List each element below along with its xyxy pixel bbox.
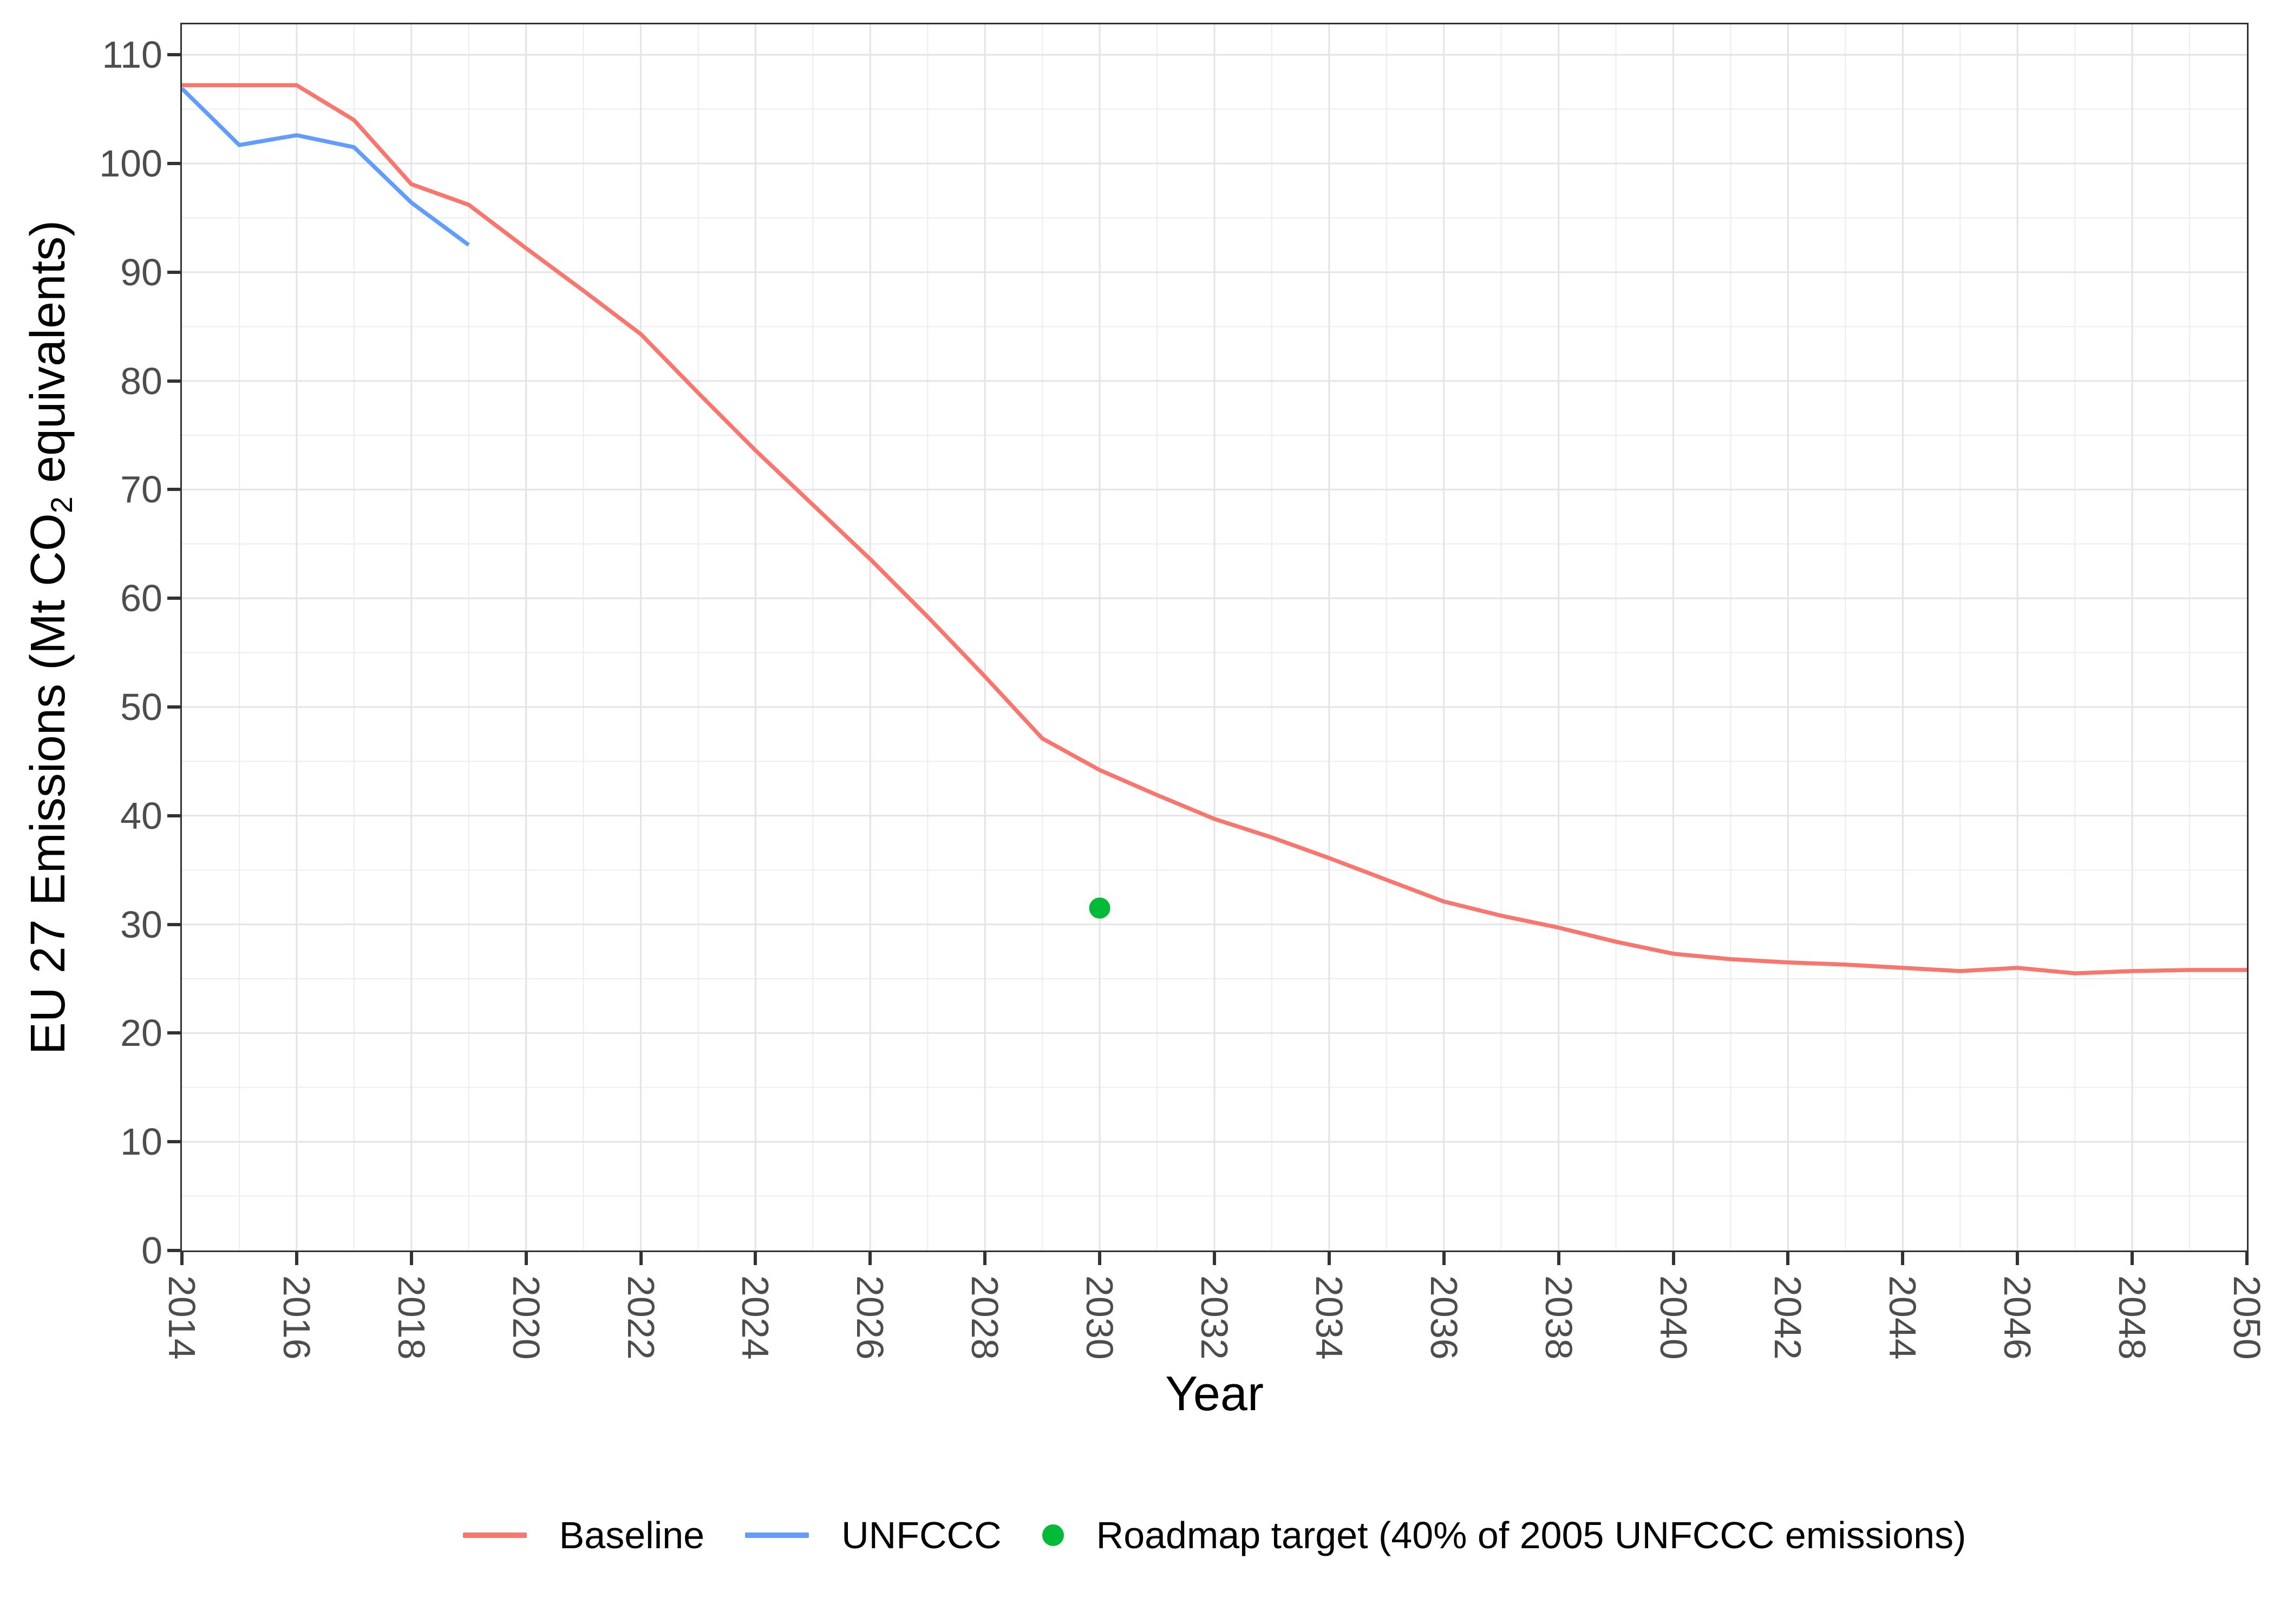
legend-item-unfccc: UNFCCC	[745, 1514, 1002, 1557]
y-tick-label: 100	[99, 142, 162, 185]
y-tick-label: 40	[120, 794, 162, 837]
legend-item-baseline: Baseline	[462, 1514, 705, 1557]
x-tick-mark	[1213, 1252, 1216, 1265]
y-tick-mark	[167, 922, 180, 926]
x-tick-mark	[180, 1252, 184, 1265]
x-tick-label: 2020	[505, 1275, 547, 1360]
y-tick-label: 0	[141, 1229, 162, 1272]
x-tick-mark	[2245, 1252, 2249, 1265]
baseline-line	[182, 83, 2247, 975]
y-tick-mark	[167, 162, 180, 166]
x-tick-mark	[409, 1252, 413, 1265]
y-tick-label: 50	[120, 686, 162, 728]
plot-canvas	[182, 24, 2247, 1250]
y-tick-mark	[167, 597, 180, 600]
x-tick-label: 2034	[1308, 1275, 1350, 1360]
x-tick-mark	[983, 1252, 987, 1265]
x-tick-label: 2046	[1996, 1275, 2039, 1360]
x-tick-label: 2016	[275, 1275, 318, 1360]
y-tick-label: 20	[120, 1012, 162, 1055]
x-tick-mark	[295, 1252, 298, 1265]
y-tick-mark	[167, 705, 180, 709]
y-tick-label: 70	[120, 468, 162, 511]
roadmap-target-point	[1089, 897, 1110, 919]
x-tick-label: 2032	[1193, 1275, 1236, 1360]
legend: Baseline UNFCCC Roadmap target (40% of 2…	[180, 1497, 2249, 1573]
legend-label-baseline: Baseline	[559, 1514, 705, 1556]
x-tick-label: 2014	[161, 1275, 203, 1360]
plot-panel	[180, 23, 2249, 1252]
x-tick-mark	[524, 1252, 528, 1265]
x-tick-label: 2028	[964, 1275, 1007, 1360]
x-tick-mark	[1557, 1252, 1560, 1265]
legend-item-roadmap-target: Roadmap target (40% of 2005 UNFCCC emiss…	[1042, 1514, 1966, 1557]
y-tick-mark	[167, 1249, 180, 1252]
unfccc-line	[182, 87, 470, 247]
x-tick-label: 2036	[1422, 1275, 1465, 1360]
y-tick-mark	[167, 1031, 180, 1035]
x-tick-mark	[1671, 1252, 1675, 1265]
y-tick-mark	[167, 270, 180, 274]
legend-label-unfccc: UNFCCC	[841, 1514, 1002, 1556]
y-tick-label: 30	[120, 903, 162, 946]
x-tick-label: 2048	[2111, 1275, 2154, 1360]
x-tick-label: 2040	[1652, 1275, 1695, 1360]
y-tick-mark	[167, 814, 180, 817]
legend-label-roadmap-target: Roadmap target (40% of 2005 UNFCCC emiss…	[1096, 1514, 1966, 1556]
y-tick-label: 110	[102, 34, 162, 76]
y-tick-mark	[167, 488, 180, 492]
x-tick-mark	[1901, 1252, 1905, 1265]
y-axis-title: EU 27 Emissions (Mt CO2 equivalents)	[21, 220, 79, 1055]
x-tick-label: 2038	[1537, 1275, 1580, 1360]
x-tick-mark	[2131, 1252, 2134, 1265]
x-tick-label: 2044	[1881, 1275, 1924, 1360]
legend-key-roadmap-target-point	[1042, 1524, 1064, 1546]
legend-key-unfccc-line	[745, 1533, 809, 1538]
y-tick-mark	[167, 1140, 180, 1144]
x-tick-mark	[754, 1252, 757, 1265]
x-tick-label: 2050	[2226, 1275, 2268, 1360]
x-tick-label: 2030	[1079, 1275, 1121, 1360]
x-tick-label: 2042	[1767, 1275, 1809, 1360]
x-tick-mark	[1442, 1252, 1446, 1265]
x-tick-mark	[1786, 1252, 1790, 1265]
x-tick-label: 2022	[619, 1275, 662, 1360]
x-tick-label: 2026	[849, 1275, 892, 1360]
y-tick-mark	[167, 379, 180, 383]
x-tick-mark	[639, 1252, 643, 1265]
x-axis-title: Year	[1165, 1367, 1264, 1421]
x-tick-mark	[1327, 1252, 1331, 1265]
y-tick-label: 60	[120, 577, 162, 620]
y-tick-label: 10	[120, 1121, 162, 1163]
x-tick-label: 2024	[734, 1275, 777, 1360]
y-tick-label: 80	[120, 359, 162, 402]
x-tick-mark	[2016, 1252, 2020, 1265]
x-tick-label: 2018	[390, 1275, 433, 1360]
legend-key-baseline-line	[462, 1533, 527, 1538]
y-tick-mark	[167, 53, 180, 57]
y-tick-label: 90	[120, 251, 162, 293]
x-tick-mark	[1098, 1252, 1102, 1265]
x-tick-mark	[868, 1252, 872, 1265]
